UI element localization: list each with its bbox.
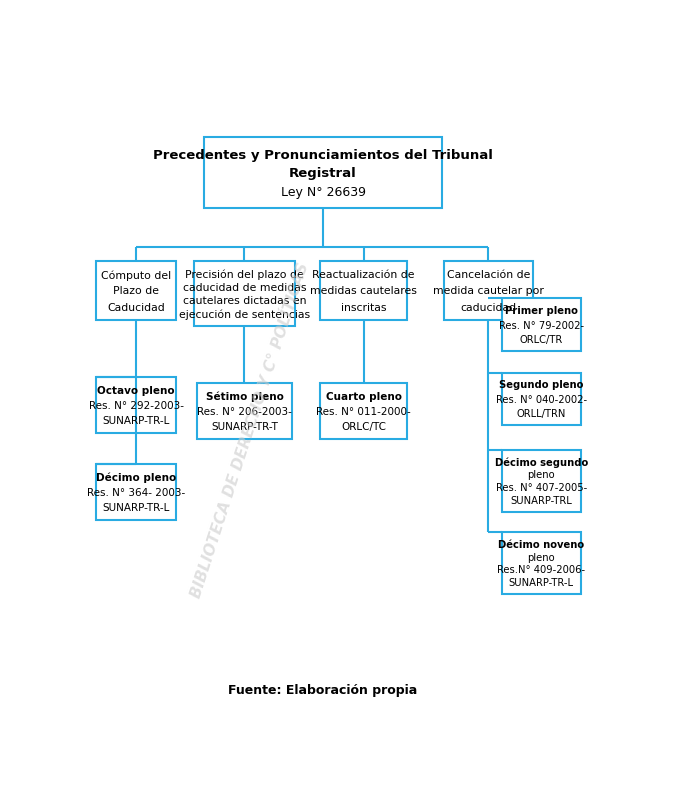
Text: SUNARP-TR-L: SUNARP-TR-L [103, 416, 170, 426]
Text: ORLC/TR: ORLC/TR [520, 335, 563, 344]
Text: medida cautelar por: medida cautelar por [433, 286, 544, 296]
Text: Reactualización de: Reactualización de [312, 270, 415, 280]
Text: ejecución de sentencias: ejecución de sentencias [179, 309, 310, 320]
Text: cautelares dictadas en: cautelares dictadas en [182, 296, 306, 306]
Text: Décimo noveno: Décimo noveno [498, 539, 584, 549]
Text: medidas cautelares: medidas cautelares [310, 286, 417, 296]
FancyBboxPatch shape [444, 262, 533, 320]
Text: Cuarto pleno: Cuarto pleno [326, 392, 402, 402]
Text: Res. N° 407-2005-: Res. N° 407-2005- [496, 483, 587, 492]
Text: Ley N° 26639: Ley N° 26639 [280, 185, 366, 198]
Text: ORLC/TC: ORLC/TC [341, 422, 386, 432]
FancyBboxPatch shape [194, 262, 294, 327]
FancyBboxPatch shape [96, 464, 176, 520]
Text: inscritas: inscritas [341, 302, 387, 312]
Text: Décimo pleno: Décimo pleno [96, 471, 176, 482]
Text: Res. N° 364- 2003-: Res. N° 364- 2003- [87, 487, 185, 497]
FancyBboxPatch shape [502, 373, 581, 426]
Text: Cómputo del: Cómputo del [101, 270, 171, 280]
Text: Caducidad: Caducidad [107, 302, 165, 312]
Text: Res. N° 040-2002-: Res. N° 040-2002- [496, 394, 587, 405]
FancyBboxPatch shape [96, 377, 176, 434]
Text: Registral: Registral [289, 167, 357, 180]
Text: Res. N° 206-2003-: Res. N° 206-2003- [197, 406, 292, 417]
Text: Res. N° 292-2003-: Res. N° 292-2003- [89, 401, 184, 410]
Text: Res. N° 011-2000-: Res. N° 011-2000- [316, 406, 411, 417]
Text: ORLL/TRN: ORLL/TRN [517, 409, 566, 418]
Text: Primer pleno: Primer pleno [505, 306, 578, 316]
Text: Fuente: Elaboración propia: Fuente: Elaboración propia [229, 683, 417, 696]
Text: SUNARP-TR-L: SUNARP-TR-L [509, 577, 574, 587]
Text: BIBLIOTECA DE DERECHO Y C° POLÍTICAS: BIBLIOTECA DE DERECHO Y C° POLÍTICAS [189, 261, 311, 600]
FancyBboxPatch shape [502, 299, 581, 352]
Text: Segundo pleno: Segundo pleno [499, 380, 584, 390]
FancyBboxPatch shape [320, 262, 407, 320]
Text: SUNARP-TRL: SUNARP-TRL [510, 495, 572, 505]
Text: Precisión del plazo de: Precisión del plazo de [185, 269, 304, 279]
Text: Precedentes y Pronunciamientos del Tribunal: Precedentes y Pronunciamientos del Tribu… [153, 149, 493, 161]
Text: pleno: pleno [528, 470, 555, 479]
Text: SUNARP-TR-T: SUNARP-TR-T [211, 422, 278, 432]
Text: Res.N° 409-2006-: Res.N° 409-2006- [497, 565, 585, 574]
Text: pleno: pleno [528, 552, 555, 562]
Text: Res. N° 79-2002-: Res. N° 79-2002- [499, 320, 584, 330]
Text: Cancelación de: Cancelación de [447, 270, 530, 280]
Text: caducidad de medidas: caducidad de medidas [182, 283, 306, 292]
Text: Plazo de: Plazo de [113, 286, 159, 296]
Text: Décimo segundo: Décimo segundo [495, 457, 588, 467]
Text: SUNARP-TR-L: SUNARP-TR-L [103, 503, 170, 512]
Text: Octavo pleno: Octavo pleno [97, 385, 175, 395]
FancyBboxPatch shape [502, 532, 581, 594]
FancyBboxPatch shape [502, 450, 581, 512]
FancyBboxPatch shape [320, 384, 407, 439]
FancyBboxPatch shape [204, 138, 442, 210]
Text: Sétimo pleno: Sétimo pleno [206, 391, 283, 402]
FancyBboxPatch shape [96, 262, 176, 320]
FancyBboxPatch shape [197, 384, 292, 439]
Text: caducidad: caducidad [460, 302, 517, 312]
